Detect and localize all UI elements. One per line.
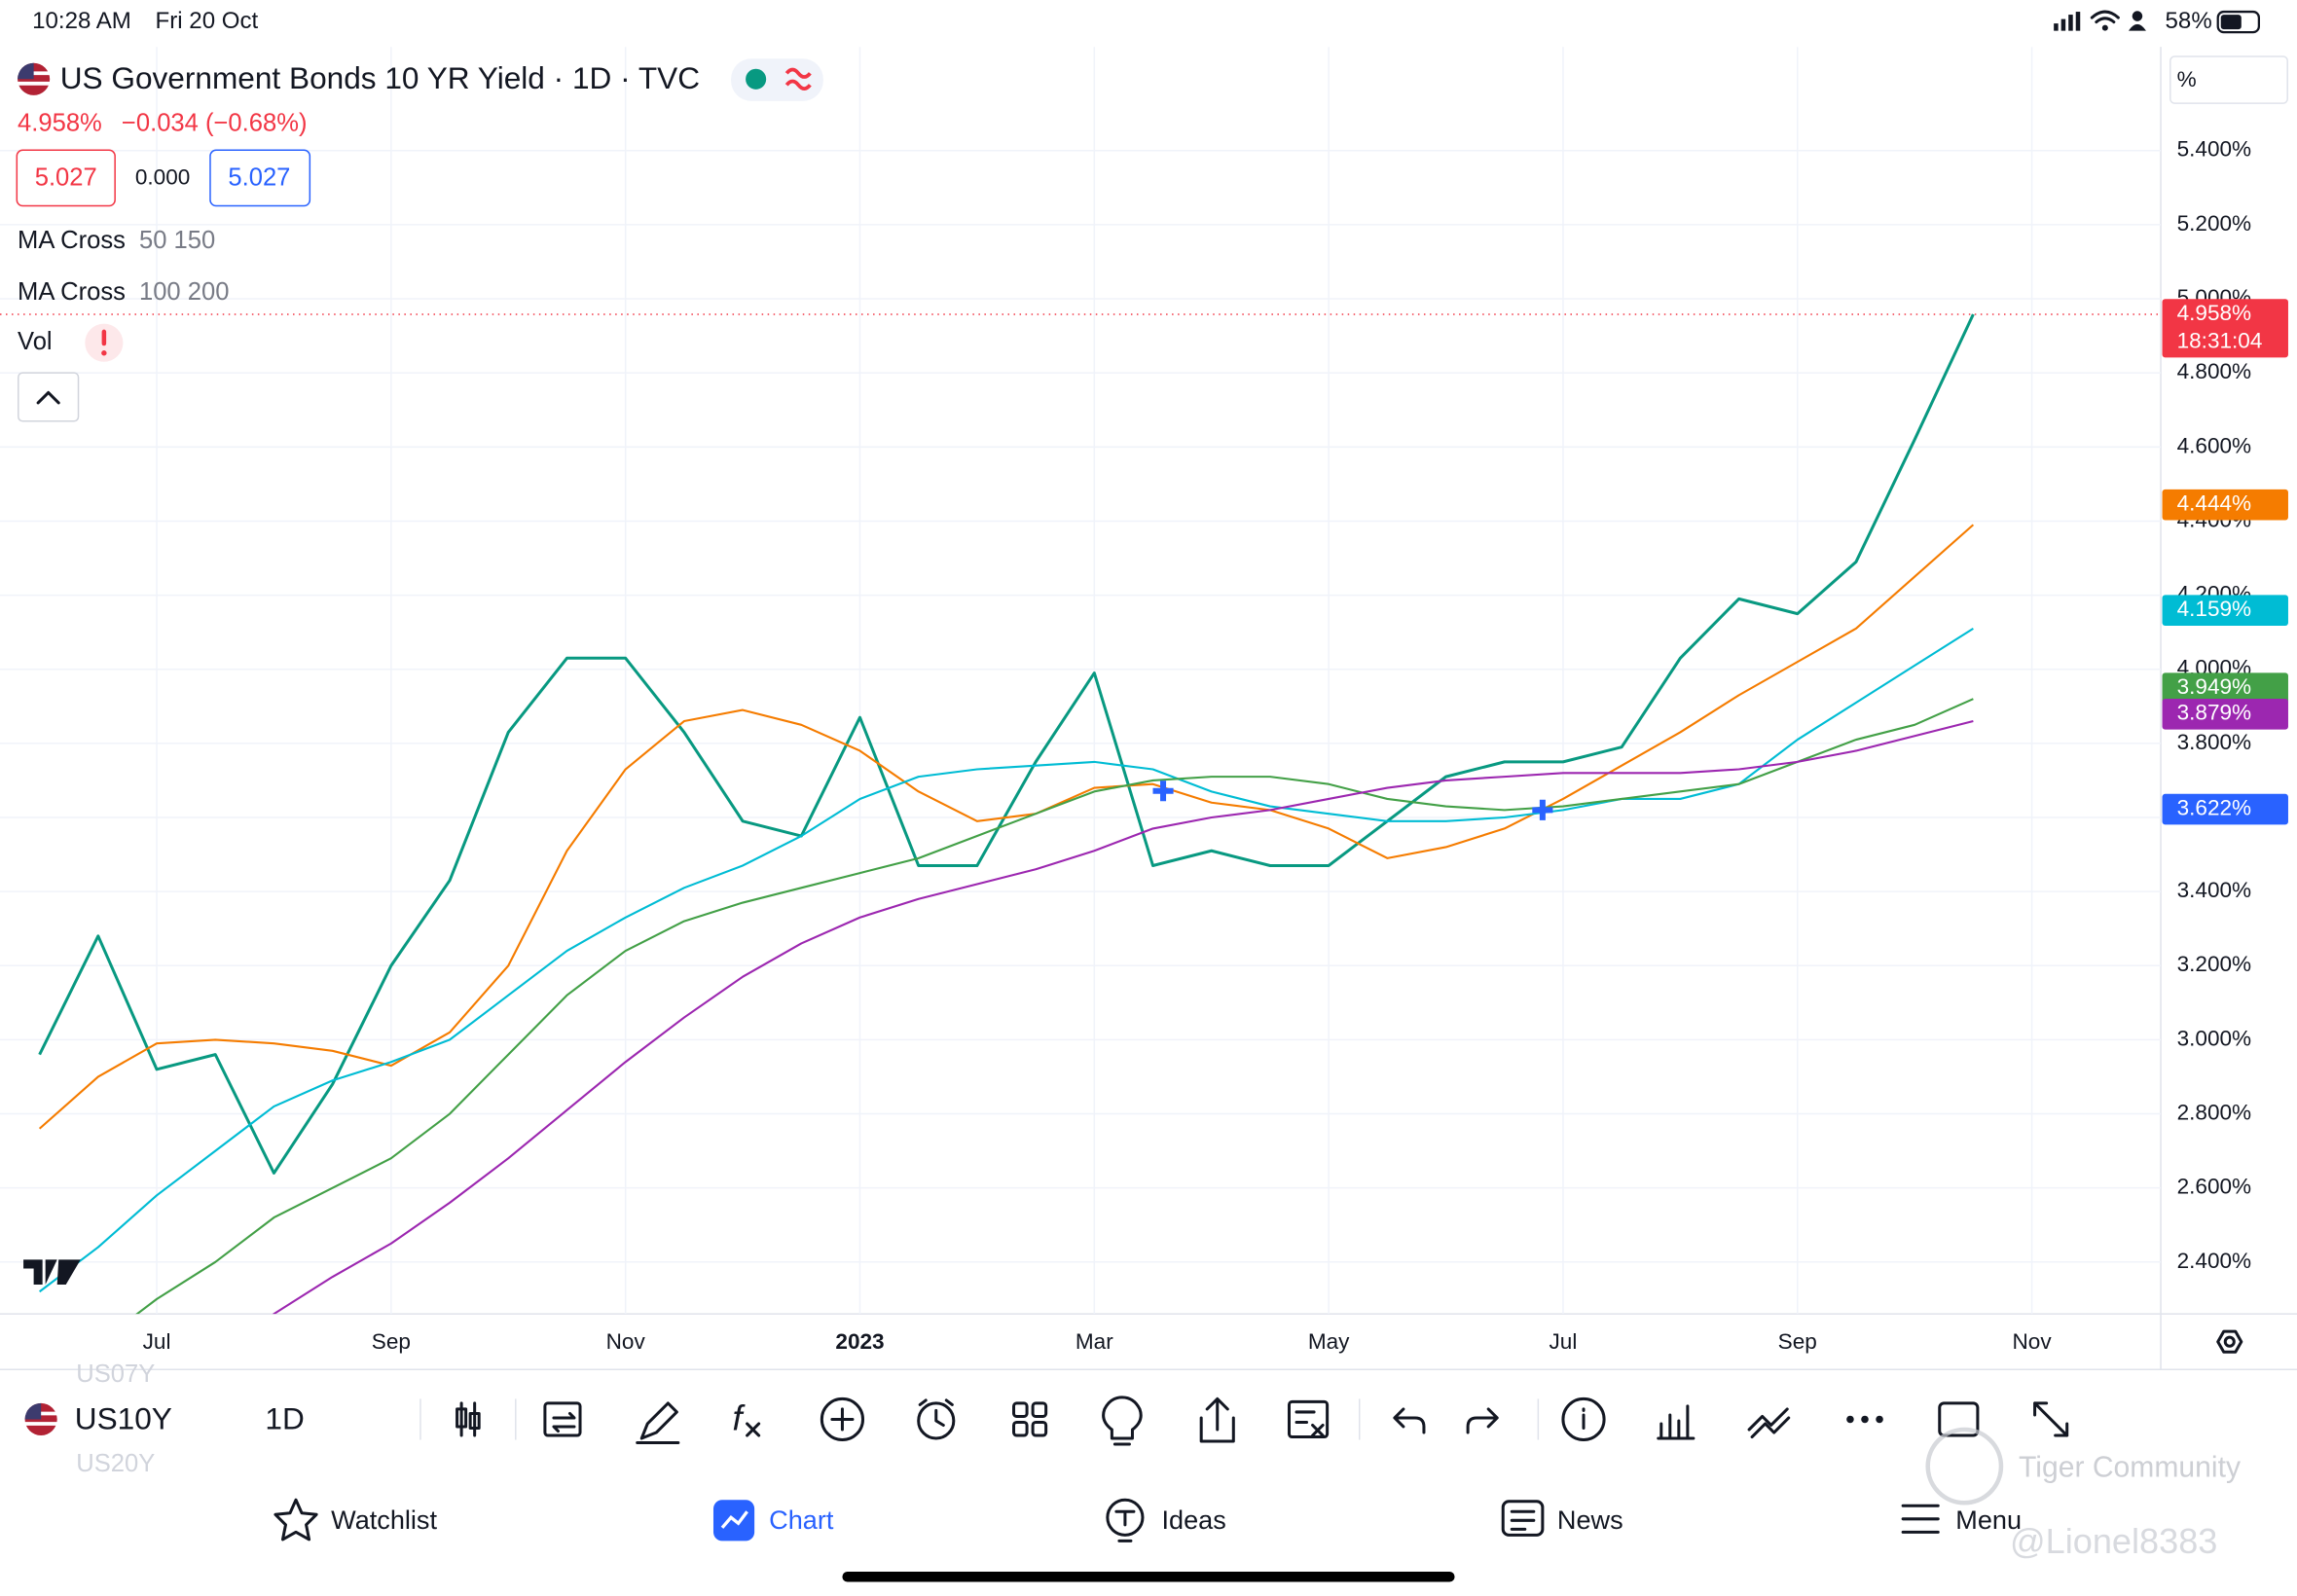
news-icon bbox=[1501, 1500, 1545, 1537]
settings-icon[interactable] bbox=[2216, 1329, 2243, 1354]
x-tick-label: Sep bbox=[1778, 1329, 1817, 1354]
status-time: 10:28 AM bbox=[32, 8, 131, 34]
next-symbol[interactable]: US20Y bbox=[76, 1450, 155, 1477]
chart-icon-line bbox=[720, 1510, 748, 1529]
y-tick-label: 5.200% bbox=[2177, 211, 2252, 236]
price-label: 4.958% bbox=[2177, 301, 2252, 325]
prev-symbol[interactable]: US07Y bbox=[76, 1360, 155, 1388]
cross-signal bbox=[1152, 780, 1174, 802]
battery-level: 58% bbox=[2166, 8, 2212, 34]
price-label-box bbox=[2162, 672, 2288, 704]
watermark-user: @Lionel8383 bbox=[2010, 1521, 2217, 1561]
x-tick-label: Jul bbox=[143, 1329, 171, 1354]
scale-box[interactable] bbox=[2169, 55, 2288, 104]
moving-average-line bbox=[135, 698, 1974, 1315]
y-tick-label: 4.800% bbox=[2177, 359, 2252, 383]
x-tick-label: Mar bbox=[1076, 1329, 1113, 1354]
y-tick-label: 3.400% bbox=[2177, 878, 2252, 902]
y-tick-label: 4.600% bbox=[2177, 433, 2252, 457]
collapse-button[interactable] bbox=[18, 372, 80, 422]
watermark-brand: Tiger Community bbox=[2019, 1452, 2241, 1484]
symbol-title[interactable]: US Government Bonds 10 YR Yield · 1D · T… bbox=[60, 60, 700, 95]
indicator-name[interactable]: MA Cross bbox=[18, 227, 126, 254]
y-tick-label: 2.400% bbox=[2177, 1249, 2252, 1273]
price-line bbox=[38, 313, 1975, 1175]
moving-average-line bbox=[272, 719, 1974, 1315]
cross-signal bbox=[1532, 799, 1553, 820]
news-icon-detail bbox=[1510, 1509, 1536, 1531]
symbol-button[interactable]: US10Y bbox=[75, 1400, 172, 1435]
tab-label[interactable]: News bbox=[1557, 1505, 1623, 1535]
price-label-box bbox=[2162, 793, 2288, 825]
price-axis: 5.400%5.200%5.000%4.800%4.600%4.400%4.20… bbox=[2162, 137, 2288, 1273]
flag-icon bbox=[24, 1402, 57, 1436]
plot-area bbox=[0, 47, 2162, 1315]
indicator-name[interactable]: MA Cross bbox=[18, 278, 126, 306]
tab-label[interactable]: Watchlist bbox=[331, 1505, 437, 1535]
flag-icon bbox=[18, 62, 51, 95]
chevron-icon bbox=[36, 390, 60, 405]
ask-price: 5.027 bbox=[228, 163, 290, 191]
watchlist-icon bbox=[273, 1498, 318, 1542]
tab-label[interactable]: Ideas bbox=[1162, 1505, 1226, 1535]
moving-average-line bbox=[38, 524, 1975, 1130]
ideas-icon bbox=[1106, 1498, 1145, 1537]
moving-average-line bbox=[39, 627, 1974, 1293]
y-tick-label: 5.400% bbox=[2177, 137, 2252, 162]
price-label-box bbox=[2162, 595, 2288, 626]
countdown: 18:31:04 bbox=[2177, 329, 2263, 353]
indicator-name[interactable]: Vol bbox=[18, 328, 53, 355]
watermark-logo bbox=[1925, 1427, 2004, 1505]
warning-icon[interactable] bbox=[85, 323, 124, 362]
x-tick-label: Nov bbox=[606, 1329, 646, 1354]
tab-label[interactable]: Menu bbox=[1955, 1505, 2022, 1535]
menu-icon bbox=[1901, 1504, 1940, 1534]
y-tick-label: 2.600% bbox=[2177, 1175, 2252, 1199]
x-tick-label: Nov bbox=[2013, 1329, 2053, 1354]
x-tick-label: May bbox=[1308, 1329, 1350, 1354]
price-label: 4.444% bbox=[2177, 491, 2252, 516]
status-date: Fri 20 Oct bbox=[156, 8, 259, 34]
home-indicator bbox=[842, 1571, 1455, 1582]
buy-button[interactable] bbox=[209, 149, 311, 207]
price-label: 3.622% bbox=[2177, 796, 2252, 820]
tv-logo bbox=[23, 1259, 81, 1285]
sell-button[interactable] bbox=[16, 149, 116, 207]
bid-price: 5.027 bbox=[35, 163, 97, 191]
y-tick-label: 3.200% bbox=[2177, 952, 2252, 976]
last-price: 4.958% bbox=[18, 110, 102, 137]
tab-label-active[interactable]: Chart bbox=[769, 1505, 834, 1535]
x-tick-label: Sep bbox=[372, 1329, 411, 1354]
ideas-icon-detail bbox=[1114, 1509, 1136, 1542]
interval-button[interactable]: 1D bbox=[265, 1400, 304, 1435]
spread: 0.000 bbox=[135, 165, 190, 190]
y-tick-label: 3.000% bbox=[2177, 1026, 2252, 1050]
status-icons bbox=[2054, 10, 2260, 34]
status-pill[interactable] bbox=[731, 58, 823, 101]
x-tick-label: Jul bbox=[1550, 1329, 1578, 1354]
y-tick-label: 2.800% bbox=[2177, 1101, 2252, 1125]
price-label: 4.159% bbox=[2177, 597, 2252, 621]
indicator-params: 100 200 bbox=[139, 278, 229, 306]
delay-icon bbox=[784, 67, 812, 91]
price-label-box bbox=[2162, 698, 2288, 730]
indicator-params: 50 150 bbox=[139, 227, 215, 254]
price-label-box bbox=[2162, 299, 2288, 358]
price-label: 3.949% bbox=[2177, 674, 2252, 699]
price-label: 3.879% bbox=[2177, 701, 2252, 725]
y-tick-label: 3.800% bbox=[2177, 730, 2252, 754]
axis-unit: % bbox=[2177, 67, 2197, 91]
x-tick-label: 2023 bbox=[835, 1329, 884, 1354]
price-label-box bbox=[2162, 489, 2288, 521]
market-status-dot bbox=[746, 68, 767, 90]
price-change: −0.034 (−0.68%) bbox=[122, 110, 308, 137]
